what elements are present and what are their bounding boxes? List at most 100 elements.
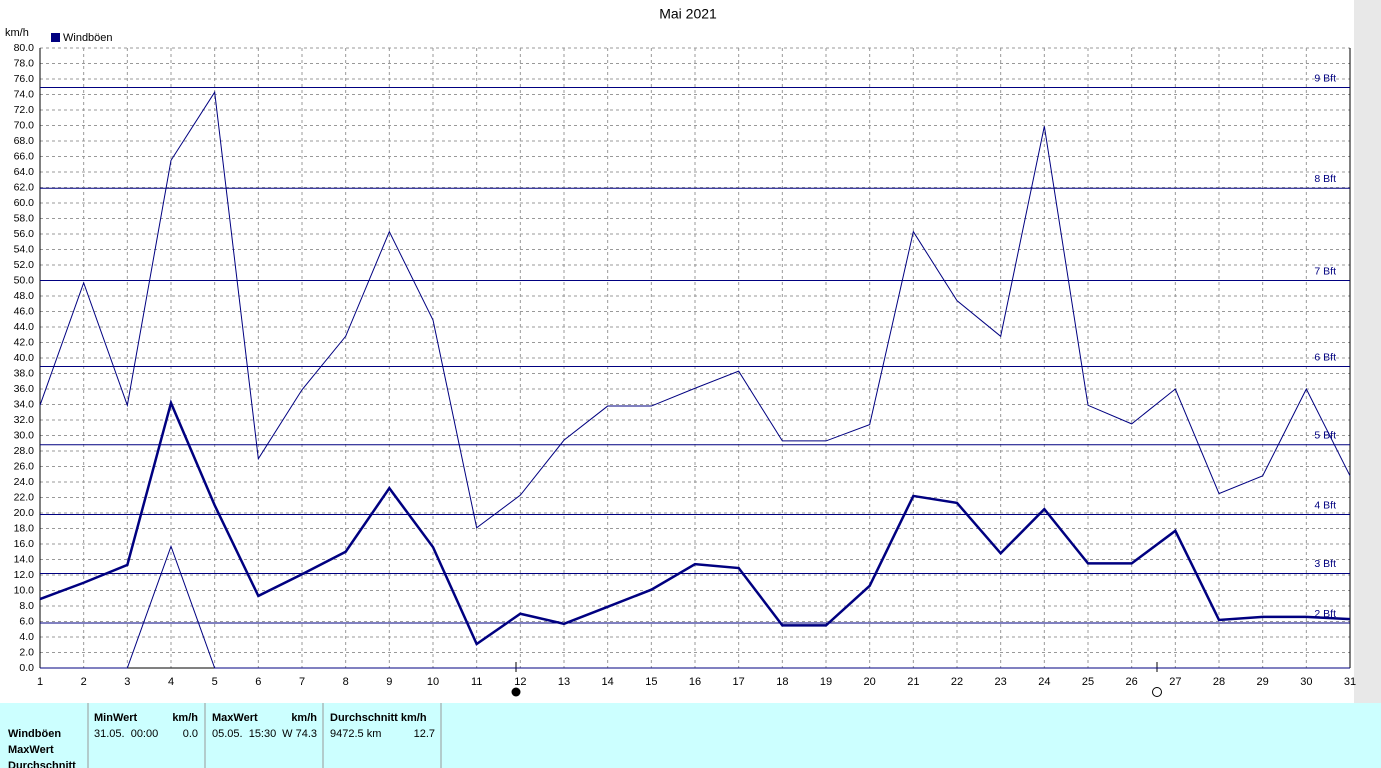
y-tick-label: 22.0 xyxy=(14,491,35,503)
y-tick-label: 24.0 xyxy=(14,476,35,488)
y-tick-label: 18.0 xyxy=(14,522,35,534)
x-tick-label: 8 xyxy=(343,676,349,688)
y-tick-label: 64.0 xyxy=(14,166,35,178)
table-cell: 9472.5 km xyxy=(330,728,381,740)
beaufort-label: 9 Bft xyxy=(1314,72,1336,84)
y-tick-label: 26.0 xyxy=(14,460,35,472)
y-tick-label: 46.0 xyxy=(14,305,35,317)
x-tick-label: 12 xyxy=(514,676,526,688)
series-line xyxy=(39,399,1351,646)
y-tick-label: 20.0 xyxy=(14,507,35,519)
legend-swatch xyxy=(51,33,60,42)
x-tick-label: 3 xyxy=(124,676,130,688)
y-tick-label: 68.0 xyxy=(14,135,35,147)
y-axis-label: km/h xyxy=(5,27,29,39)
table-header: km/h xyxy=(291,712,317,724)
y-tick-label: 14.0 xyxy=(14,553,35,565)
table-header: MaxWert xyxy=(212,712,258,724)
y-tick-label: 6.0 xyxy=(19,615,34,627)
x-tick-label: 17 xyxy=(733,676,745,688)
row-label: MaxWert xyxy=(8,744,54,756)
beaufort-label: 5 Bft xyxy=(1314,430,1336,442)
moon-new xyxy=(511,687,521,697)
x-tick-label: 6 xyxy=(255,676,261,688)
table-header: km/h xyxy=(172,712,198,724)
y-tick-label: 28.0 xyxy=(14,445,35,457)
y-tick-label: 74.0 xyxy=(14,88,35,100)
x-tick-label: 1 xyxy=(37,676,43,688)
x-tick-label: 10 xyxy=(427,676,439,688)
x-tick-label: 9 xyxy=(386,676,392,688)
y-tick-label: 66.0 xyxy=(14,150,35,162)
y-tick-label: 48.0 xyxy=(14,290,35,302)
y-tick-label: 8.0 xyxy=(19,600,34,612)
series-line xyxy=(40,544,1350,669)
y-tick-label: 54.0 xyxy=(14,243,35,255)
y-tick-label: 32.0 xyxy=(14,414,35,426)
x-tick-label: 11 xyxy=(471,676,482,688)
x-tick-label: 19 xyxy=(820,676,832,688)
y-tick-label: 36.0 xyxy=(14,383,35,395)
table-lines xyxy=(87,703,442,768)
y-tick-label: 72.0 xyxy=(14,104,35,116)
x-tick-label: 25 xyxy=(1082,676,1094,688)
beaufort-label: 3 Bft xyxy=(1314,558,1336,570)
x-tick-label: 23 xyxy=(995,676,1007,688)
y-tick-label: 40.0 xyxy=(14,352,35,364)
y-tick-label: 70.0 xyxy=(14,119,35,131)
y-tick-label: 34.0 xyxy=(14,398,35,410)
table-cell: 12.7 xyxy=(414,728,435,740)
table-bg xyxy=(0,703,1381,768)
beaufort-label: 7 Bft xyxy=(1314,265,1336,277)
x-tick-label: 20 xyxy=(864,676,876,688)
y-tick-label: 16.0 xyxy=(14,538,35,550)
table-cell: 31.05. 00:00 xyxy=(94,728,158,740)
beaufort-label: 8 Bft xyxy=(1314,173,1336,185)
table-cell: 0.0 xyxy=(183,728,198,740)
x-tick-label: 28 xyxy=(1213,676,1225,688)
y-tick-label: 60.0 xyxy=(14,197,35,209)
x-tick-label: 24 xyxy=(1038,676,1050,688)
legend-label: Windböen xyxy=(63,32,113,44)
y-tick-label: 52.0 xyxy=(14,259,35,271)
x-tick-label: 27 xyxy=(1169,676,1181,688)
y-tick-label: 12.0 xyxy=(14,569,35,581)
y-tick-label: 4.0 xyxy=(19,631,34,643)
x-tick-label: 5 xyxy=(212,676,218,688)
y-tick-label: 78.0 xyxy=(14,57,35,69)
beaufort-label: 4 Bft xyxy=(1314,499,1336,511)
x-tick-label: 29 xyxy=(1257,676,1269,688)
x-tick-label: 22 xyxy=(951,676,963,688)
x-tick-label: 18 xyxy=(776,676,788,688)
table-cell: W 74.3 xyxy=(282,728,317,740)
table-header: MinWert xyxy=(94,712,138,724)
y-tick-label: 50.0 xyxy=(14,274,35,286)
y-tick-label: 58.0 xyxy=(14,212,35,224)
beaufort-label: 6 Bft xyxy=(1314,351,1336,363)
y-tick-label: 0.0 xyxy=(19,662,34,674)
x-tick-label: 16 xyxy=(689,676,701,688)
y-tick-label: 62.0 xyxy=(14,181,35,193)
y-tick-label: 10.0 xyxy=(14,584,35,596)
x-tick-label: 30 xyxy=(1300,676,1312,688)
y-tick-label: 56.0 xyxy=(14,228,35,240)
y-tick-label: 2.0 xyxy=(19,646,34,658)
y-tick-label: 38.0 xyxy=(14,367,35,379)
x-tick-label: 13 xyxy=(558,676,570,688)
x-tick-label: 4 xyxy=(168,676,174,688)
moon-full xyxy=(1152,687,1162,697)
x-tick-label: 26 xyxy=(1126,676,1138,688)
y-tick-label: 80.0 xyxy=(14,42,35,54)
y-tick-label: 44.0 xyxy=(14,321,35,333)
chart-title: Mai 2021 xyxy=(659,6,717,22)
table-cell: 05.05. 15:30 xyxy=(212,728,276,740)
row-label: Durchschnitt xyxy=(8,760,76,768)
x-tick-label: 31 xyxy=(1344,676,1356,688)
x-tick-label: 7 xyxy=(299,676,305,688)
table-header: Durchschnitt km/h xyxy=(330,712,427,724)
y-tick-label: 42.0 xyxy=(14,336,35,348)
side-window xyxy=(1354,0,1381,703)
x-tick-label: 14 xyxy=(602,676,614,688)
